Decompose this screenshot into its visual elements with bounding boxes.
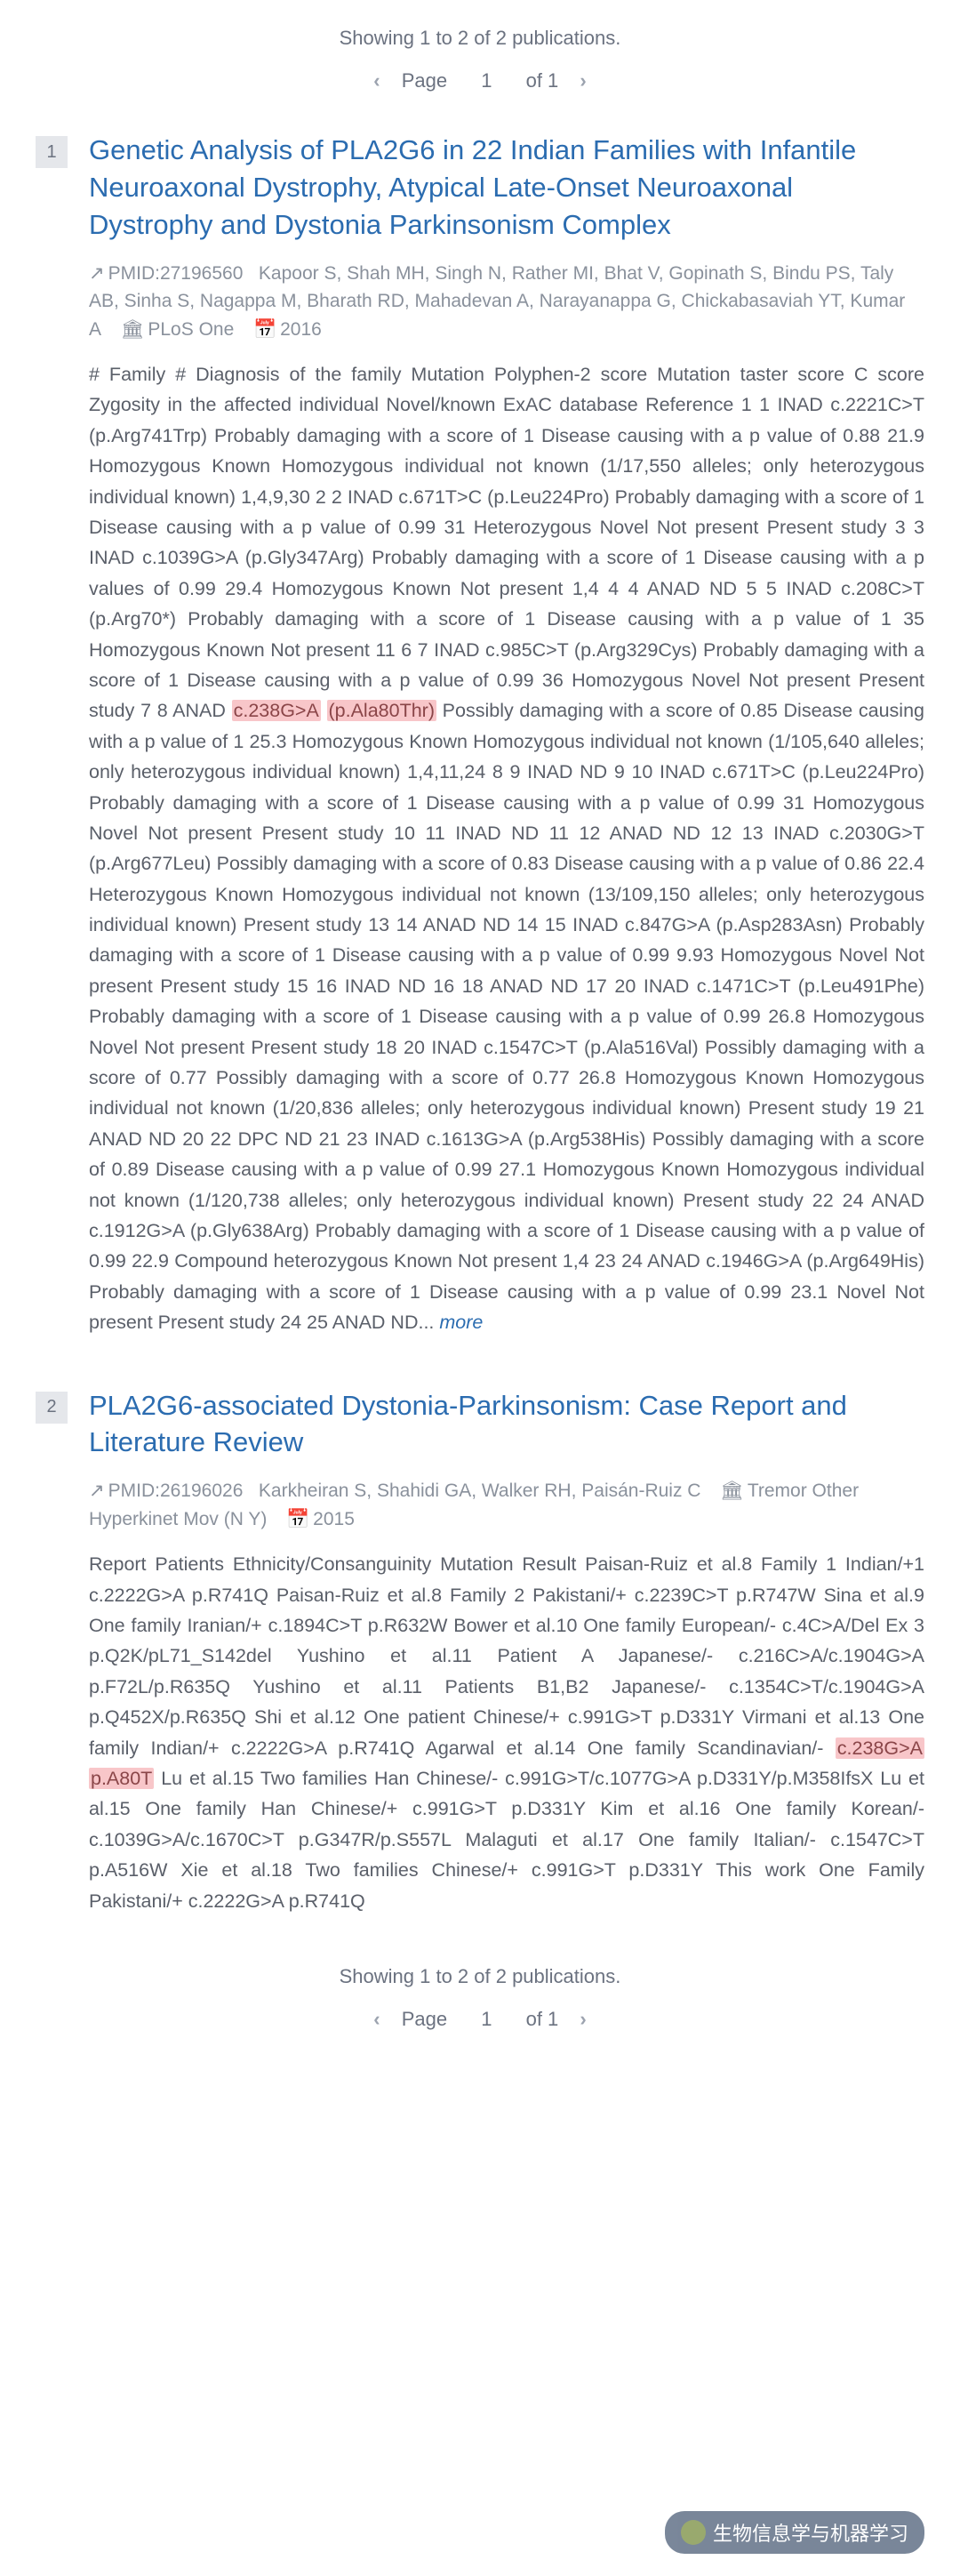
page-label: Page	[395, 69, 454, 92]
next-page-icon[interactable]: ›	[571, 2008, 595, 2030]
pager-bottom: ‹ Page 1 of 1 ›	[36, 2004, 924, 2034]
page-label: Page	[395, 2008, 454, 2030]
pmid-link[interactable]: PMID:27196560	[108, 263, 244, 284]
body-text: # Family # Diagnosis of the family Mutat…	[89, 364, 924, 721]
body-text: Lu et al.15 Two families Han Chinese/- c…	[89, 1768, 924, 1912]
showing-count-top: Showing 1 to 2 of 2 publications.	[36, 27, 924, 50]
external-link-icon[interactable]: ↗	[89, 1481, 105, 1501]
highlight-mutation: c.238G>A	[232, 700, 321, 721]
prev-page-icon[interactable]: ‹	[364, 69, 388, 92]
publication-index: 1	[36, 136, 68, 168]
journal-icon: 🏛	[720, 1481, 744, 1501]
of-label: of 1	[519, 2008, 566, 2030]
current-page: 1	[468, 66, 504, 96]
calendar-icon: 📅	[286, 1509, 309, 1529]
prev-page-icon[interactable]: ‹	[364, 2008, 388, 2030]
of-label: of 1	[519, 69, 566, 92]
watermark-icon	[681, 2520, 706, 2545]
year-text: 2015	[313, 1509, 355, 1529]
authors-text: Karkheiran S, Shahidi GA, Walker RH, Pai…	[259, 1481, 701, 1501]
watermark-text: 生物信息学与机器学习	[713, 2518, 908, 2547]
pmid-link[interactable]: PMID:26196026	[108, 1481, 244, 1501]
next-page-icon[interactable]: ›	[571, 69, 595, 92]
year-text: 2016	[280, 319, 322, 340]
external-link-icon[interactable]: ↗	[89, 263, 105, 284]
journal-text: PLoS One	[148, 319, 234, 340]
publication-item: 1 Genetic Analysis of PLA2G6 in 22 Indian…	[36, 132, 924, 1338]
publication-meta: ↗PMID:27196560 Kapoor S, Shah MH, Singh …	[89, 260, 924, 344]
pager-top: ‹ Page 1 of 1 ›	[36, 66, 924, 96]
body-text	[321, 700, 327, 721]
body-text: Possibly damaging with a score of 0.85 D…	[89, 700, 924, 1333]
highlight-mutation: (p.Ala80Thr)	[327, 700, 437, 721]
body-text: Report Patients Ethnicity/Consanguinity …	[89, 1553, 924, 1758]
calendar-icon: 📅	[253, 319, 276, 340]
publication-body: Report Patients Ethnicity/Consanguinity …	[89, 1549, 924, 1916]
highlight-mutation: c.238G>A	[836, 1737, 924, 1759]
showing-count-bottom: Showing 1 to 2 of 2 publications.	[36, 1965, 924, 1988]
publication-title[interactable]: Genetic Analysis of PLA2G6 in 22 Indian …	[89, 132, 924, 244]
publication-body: # Family # Diagnosis of the family Mutat…	[89, 359, 924, 1338]
publication-item: 2 PLA2G6-associated Dystonia-Parkinsonism…	[36, 1387, 924, 1916]
journal-icon: 🏛	[121, 319, 145, 340]
current-page: 1	[468, 2004, 504, 2034]
publication-index: 2	[36, 1392, 68, 1424]
publication-meta: ↗PMID:26196026 Karkheiran S, Shahidi GA,…	[89, 1477, 924, 1533]
highlight-mutation: p.A80T	[89, 1768, 154, 1789]
publication-title[interactable]: PLA2G6-associated Dystonia-Parkinsonism:…	[89, 1387, 924, 1462]
watermark-badge: 生物信息学与机器学习	[665, 2511, 924, 2554]
more-link[interactable]: more	[439, 1312, 483, 1333]
